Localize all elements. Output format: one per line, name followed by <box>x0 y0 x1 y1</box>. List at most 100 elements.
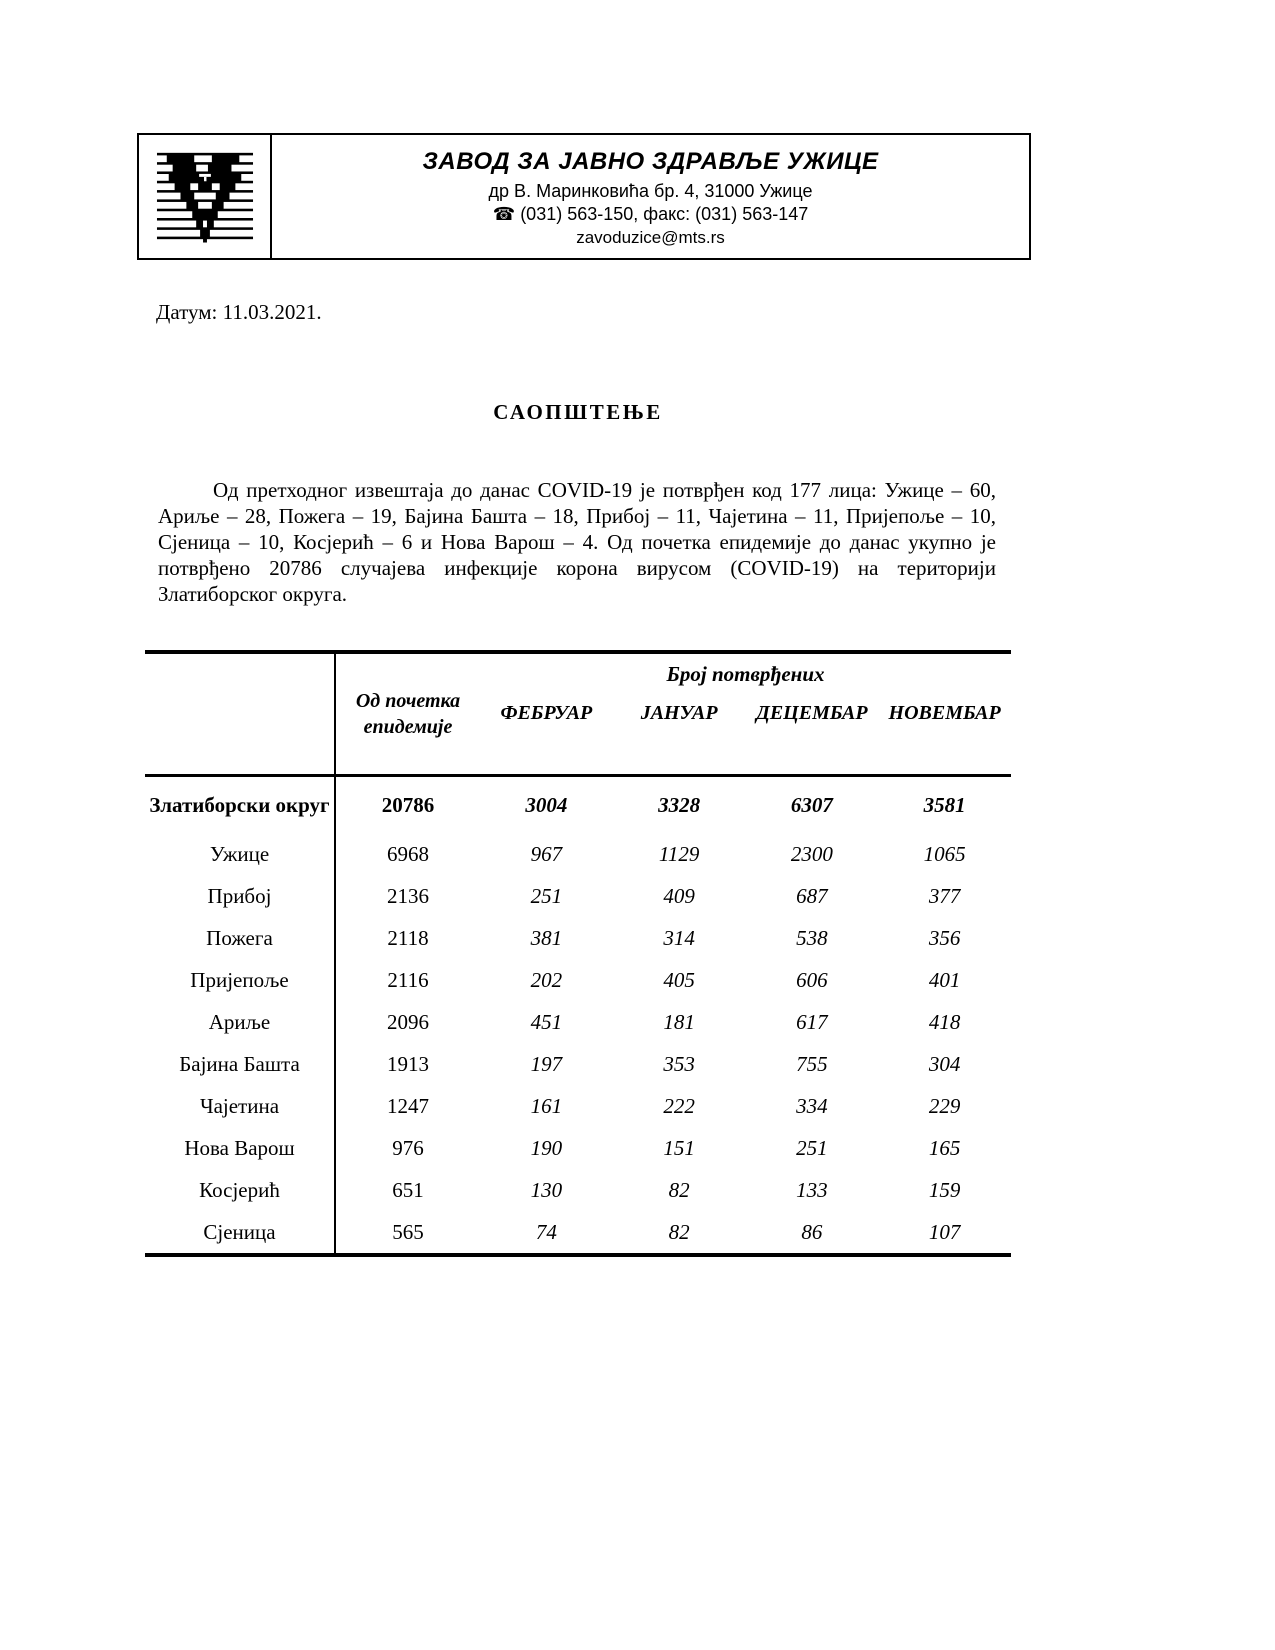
cell-value: 651 <box>392 1177 424 1202</box>
cell-value: 2300 <box>790 841 833 866</box>
cell-value: 2116 <box>387 967 429 992</box>
cell-value: 353 <box>663 1051 695 1076</box>
cell-value: 251 <box>530 883 563 908</box>
cell-value: 565 <box>392 1219 424 1244</box>
row-label: Златиборски округ <box>145 775 336 833</box>
header-row-span: Од почетка епидемије Број потврђених <box>145 652 1011 777</box>
row-label: Косјерић <box>145 1169 336 1211</box>
cell-value: 606 <box>796 967 828 992</box>
cell-value: 617 <box>796 1009 828 1034</box>
cell-value: 687 <box>796 883 828 908</box>
cell-value: 3328 <box>658 792 701 817</box>
col-header-origin: Од почетка епидемије <box>335 652 480 777</box>
letterhead-box: ЗАВОД ЗА ЈАВНО ЗДРАВЉЕ УЖИЦЕ др В. Марин… <box>137 133 1031 260</box>
table-body: Златиборски округ 20786 3004 3328 6307 3… <box>145 775 1011 1255</box>
cell-value: 538 <box>796 925 828 950</box>
table-header: Од почетка епидемије Број потврђених ФЕБ… <box>145 652 1012 777</box>
row-label: Ужице <box>145 833 336 875</box>
table-row: Ужице 6968 967 1129 2300 1065 <box>145 833 1011 875</box>
letterhead-text: ЗАВОД ЗА ЈАВНО ЗДРАВЉЕ УЖИЦЕ др В. Марин… <box>272 135 1029 258</box>
spanning-header: Број потврђених <box>666 661 825 686</box>
cell-value: 86 <box>801 1219 823 1244</box>
row-label: Пожега <box>145 917 336 959</box>
cell-value: 6968 <box>387 841 429 866</box>
org-phone-line: ☎ (031) 563-150, факс: (031) 563-147 <box>272 204 1029 225</box>
cell-value: 1913 <box>387 1051 429 1076</box>
cell-value: 401 <box>928 967 961 992</box>
cell-value: 3581 <box>923 792 966 817</box>
row-label: Ариље <box>145 1001 336 1043</box>
cell-value: 418 <box>928 1009 961 1034</box>
cell-value: 82 <box>668 1219 690 1244</box>
doc-title: САОПШТЕЊЕ <box>493 400 663 424</box>
col-header-month: ДЕЦЕМБАР <box>745 694 879 777</box>
cell-value: 304 <box>928 1051 961 1076</box>
cell-value: 451 <box>530 1009 563 1034</box>
table-row: Прибој 2136 251 409 687 377 <box>145 875 1011 917</box>
row-label: Нова Варош <box>145 1127 336 1169</box>
cell-value: 190 <box>530 1135 563 1160</box>
cell-value: 377 <box>928 883 961 908</box>
logo-cell <box>139 135 272 258</box>
row-label: Прибој <box>145 875 336 917</box>
cell-value: 20786 <box>381 792 435 817</box>
org-phone-text: (031) 563-150, факс: (031) 563-147 <box>520 204 809 225</box>
covid-cases-table: Од почетка епидемије Број потврђених ФЕБ… <box>145 650 1012 1257</box>
cell-value: 2096 <box>387 1009 429 1034</box>
row-label: Сјеница <box>145 1211 336 1255</box>
table-row: Косјерић 651 130 82 133 159 <box>145 1169 1011 1211</box>
cell-value: 197 <box>530 1051 563 1076</box>
org-name: ЗАВОД ЗА ЈАВНО ЗДРАВЉЕ УЖИЦЕ <box>422 148 879 175</box>
corner-cell <box>145 652 336 777</box>
cell-value: 151 <box>663 1135 695 1160</box>
table-row: Сјеница 565 74 82 86 107 <box>145 1211 1011 1255</box>
cell-value: 1129 <box>658 841 700 866</box>
cell-value: 133 <box>796 1177 828 1202</box>
date-line: Датум: 11.03.2021. <box>156 300 322 324</box>
cell-value: 181 <box>663 1009 695 1034</box>
header-row-months: ФЕБРУАР ЈАНУАР ДЕЦЕМБАР НОВЕМБАР <box>145 694 1012 777</box>
col-header-month: ФЕБРУАР <box>480 694 613 777</box>
cell-value: 381 <box>530 925 563 950</box>
cell-value: 1247 <box>387 1093 429 1118</box>
phone-icon: ☎ <box>492 204 516 225</box>
cell-value: 2118 <box>387 925 429 950</box>
cell-value: 1065 <box>923 841 966 866</box>
cell-value: 161 <box>530 1093 563 1118</box>
org-address: др В. Маринковића бр. 4, 31000 Ужице <box>488 180 813 201</box>
cell-value: 2136 <box>387 883 429 908</box>
table-row: Чајетина 1247 161 222 334 229 <box>145 1085 1011 1127</box>
cell-value: 74 <box>535 1219 557 1244</box>
cell-value: 314 <box>663 925 695 950</box>
cell-value: 107 <box>928 1219 961 1244</box>
institute-logo-icon <box>156 152 253 243</box>
cell-value: 222 <box>663 1093 695 1118</box>
org-email: zavoduzice@mts.rs <box>576 227 725 247</box>
cell-value: 976 <box>392 1135 424 1160</box>
table-row: Бајина Башта 1913 197 353 755 304 <box>145 1043 1011 1085</box>
body-paragraph: Од претходног извештаја до данас COVID-1… <box>158 478 996 606</box>
col-header-month: НОВЕМБАР <box>878 694 1012 777</box>
table-row: Нова Варош 976 190 151 251 165 <box>145 1127 1011 1169</box>
cell-value: 165 <box>928 1135 961 1160</box>
table-row: Ариље 2096 451 181 617 418 <box>145 1001 1011 1043</box>
cell-value: 409 <box>663 883 695 908</box>
row-label: Бајина Башта <box>145 1043 336 1085</box>
cell-value: 202 <box>530 967 563 992</box>
cell-value: 755 <box>796 1051 828 1076</box>
cell-value: 3004 <box>525 792 568 817</box>
cell-value: 229 <box>928 1093 961 1118</box>
cell-value: 82 <box>668 1177 690 1202</box>
cell-value: 334 <box>796 1093 828 1118</box>
table-row: Пријепоље 2116 202 405 606 401 <box>145 959 1011 1001</box>
cell-value: 405 <box>663 967 695 992</box>
table-row: Пожега 2118 381 314 538 356 <box>145 917 1011 959</box>
cell-value: 251 <box>796 1135 828 1160</box>
row-label: Чајетина <box>145 1085 336 1127</box>
cell-value: 356 <box>928 925 961 950</box>
cell-value: 159 <box>928 1177 961 1202</box>
row-label: Пријепоље <box>145 959 336 1001</box>
table-row-total: Златиборски округ 20786 3004 3328 6307 3… <box>145 775 1011 833</box>
cell-value: 967 <box>530 841 563 866</box>
